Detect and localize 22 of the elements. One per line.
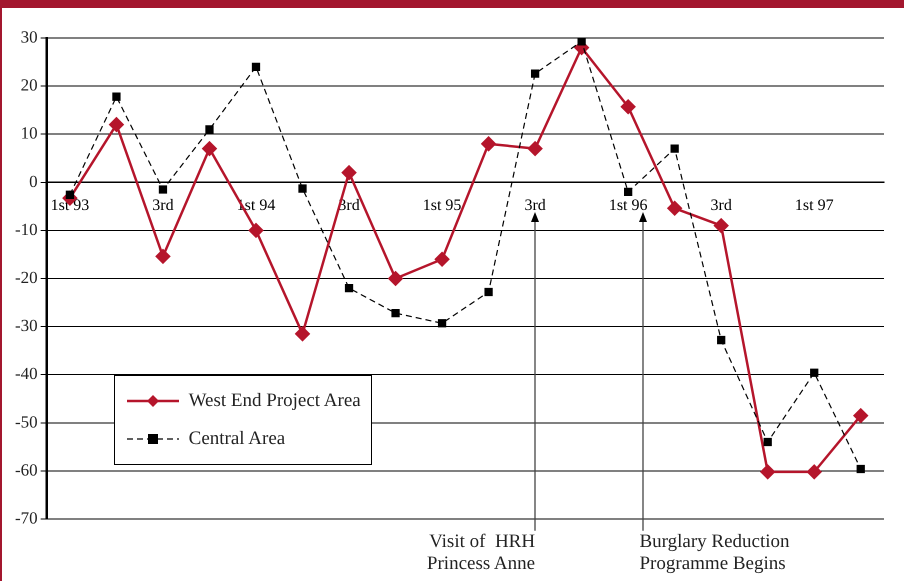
y-tick-label: -10 [14, 220, 38, 239]
y-tick-label: 20 [20, 76, 38, 95]
x-tick-label: 3rd [710, 197, 732, 214]
x-tick-label: 3rd [338, 197, 360, 214]
y-tick-label: -20 [14, 268, 38, 287]
y-tick-label: -70 [14, 508, 38, 528]
text: Burglary Reduction Programme Begins [639, 531, 791, 575]
text: Visit of HRH Princess Anne [426, 531, 536, 575]
x-tick-label: 3rd [152, 197, 174, 214]
y-tick-label: -40 [14, 364, 38, 384]
x-tick-label: 1st 96 [608, 197, 648, 214]
y-tick-label: -30 [14, 316, 38, 336]
y-tick-label: -50 [14, 412, 38, 432]
legend-label: Central Area [188, 428, 286, 450]
x-tick-label: 1st 97 [794, 197, 834, 214]
y-tick-label: 30 [20, 27, 38, 46]
y-tick-label: 0 [29, 172, 38, 191]
x-tick-label: 3rd [524, 197, 546, 214]
y-tick-label: 10 [20, 124, 38, 143]
y-tick-label: -60 [14, 460, 38, 480]
legend-label: West End Project Area [188, 390, 361, 412]
x-tick-label: 1st 95 [422, 197, 462, 214]
